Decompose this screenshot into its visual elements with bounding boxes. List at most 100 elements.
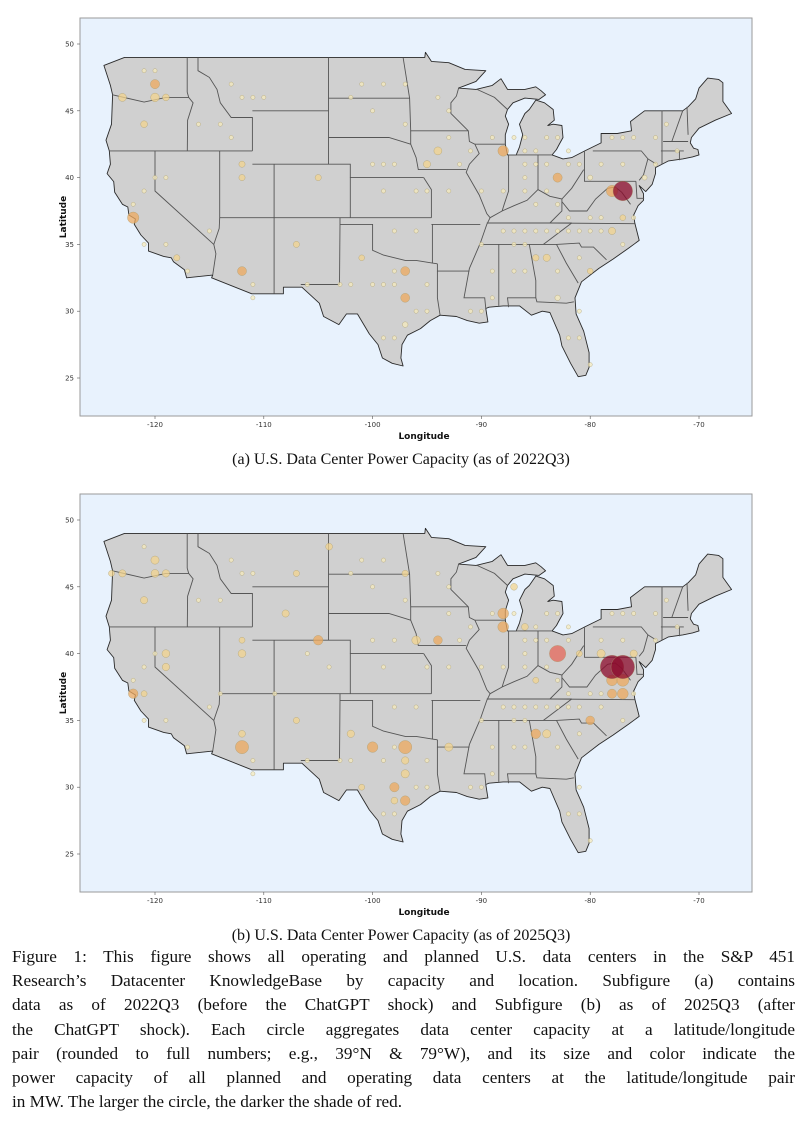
capacity-circle (402, 597, 408, 603)
capacity-circle (392, 268, 397, 274)
capacity-circle (196, 121, 201, 127)
capacity-circle (542, 729, 552, 739)
x-tick-label: -80 (584, 897, 595, 905)
capacity-circle (446, 611, 452, 616)
capacity-circle (555, 201, 560, 207)
capacity-circle (609, 135, 615, 140)
state-border (212, 626, 221, 752)
capacity-circle (238, 174, 246, 181)
capacity-circle (555, 677, 560, 683)
capacity-circle (207, 228, 212, 234)
capacity-circle (511, 135, 517, 140)
state-border (480, 242, 607, 261)
state-border (328, 137, 411, 145)
capacity-circle (141, 664, 147, 670)
capacity-circle (424, 784, 430, 790)
state-border (476, 564, 508, 586)
capacity-circle (598, 228, 604, 234)
capacity-circle (479, 308, 484, 314)
capacity-circle (370, 282, 375, 287)
capacity-circle (552, 172, 563, 183)
capacity-circle (585, 715, 595, 726)
y-tick-label: 40 (65, 650, 74, 658)
capacity-circle (479, 718, 484, 723)
capacity-circle (293, 570, 300, 577)
capacity-circle (163, 718, 169, 723)
capacity-circle (325, 543, 333, 551)
capacity-circle (674, 148, 680, 154)
capacity-circle (522, 718, 528, 723)
capacity-circle (566, 624, 571, 630)
capacity-circle (497, 621, 509, 633)
capacity-circle (587, 228, 593, 234)
capacity-circle (566, 704, 571, 710)
capacity-circle (533, 148, 539, 154)
capacity-circle (555, 744, 560, 750)
capacity-circle (511, 242, 517, 247)
capacity-circle (607, 688, 617, 699)
capacity-circle (392, 228, 397, 234)
map-plot-2022q3: -120 -110 -100 -90 -80 -70 25 30 35 40 45 50 Longitu… (59, 17, 753, 442)
capacity-circle (381, 557, 386, 563)
state-border (549, 222, 635, 225)
capacity-circle (141, 718, 147, 723)
capacity-circle (348, 282, 354, 287)
capacity-circle (152, 175, 158, 180)
y-tick-label: 50 (65, 517, 74, 525)
state-border (410, 130, 467, 171)
capacity-circle (392, 161, 397, 167)
capacity-circle (533, 201, 539, 207)
state-border (635, 181, 645, 199)
capacity-circle (674, 624, 680, 630)
capacity-circle (433, 146, 443, 156)
state-border (212, 150, 221, 276)
figure-caption: Figure 1: This figure shows all operatin… (12, 945, 795, 1114)
x-axis-label: Longitude (398, 432, 449, 442)
capacity-circle (141, 188, 147, 194)
capacity-circle (489, 611, 495, 616)
capacity-circle (130, 201, 136, 207)
capacity-circle (446, 135, 452, 140)
caption-line: power capacity of all planned and operat… (12, 1068, 795, 1088)
capacity-circle (140, 690, 148, 697)
capacity-circle (620, 135, 626, 140)
capacity-circle (140, 120, 148, 128)
capacity-circle (381, 335, 386, 341)
capacity-circle (468, 308, 473, 314)
capacity-circle (128, 688, 139, 699)
x-tick-label: -70 (693, 421, 704, 429)
capacity-circle (533, 704, 539, 710)
capacity-circle (152, 651, 158, 656)
capacity-circle (522, 651, 528, 656)
capacity-circle (424, 188, 430, 194)
capacity-circle (381, 664, 386, 670)
capacity-circle (631, 135, 637, 140)
state-border (410, 606, 467, 647)
state-border (501, 154, 510, 212)
capacity-circle (359, 557, 365, 563)
capacity-circle (598, 704, 604, 710)
capacity-circle (479, 664, 484, 670)
capacity-circle (489, 268, 495, 274)
caption-line: Research’s Datacenter KnowledgeBase by c… (12, 971, 795, 991)
capacity-circle (566, 691, 571, 697)
capacity-circle (522, 175, 528, 180)
capacity-circle (401, 756, 410, 765)
state-border (556, 720, 579, 760)
capacity-circle (620, 161, 626, 167)
state-border (480, 718, 607, 737)
capacity-circle (141, 544, 147, 550)
capacity-circle (367, 741, 379, 753)
capacity-circle (402, 81, 408, 87)
x-tick-label: -70 (693, 897, 704, 905)
capacity-circle (401, 569, 409, 577)
capacity-circle (370, 584, 375, 590)
capacity-circle (141, 68, 147, 74)
capacity-circle (549, 645, 567, 663)
capacity-circle (359, 81, 365, 87)
capacity-circle (446, 584, 452, 590)
y-tick-label: 50 (65, 41, 74, 49)
capacity-circle (566, 335, 571, 341)
capacity-circle (370, 108, 375, 114)
capacity-circle (555, 704, 560, 710)
